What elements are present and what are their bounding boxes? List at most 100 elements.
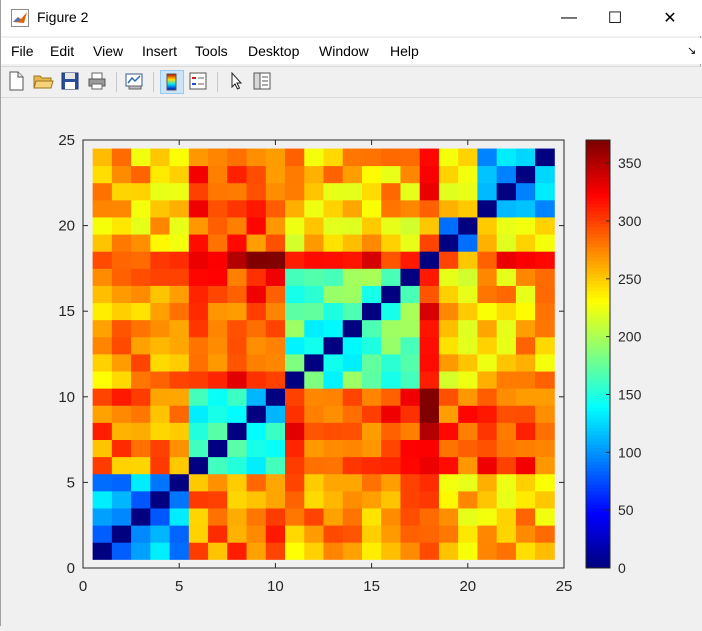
heatmap-cell	[208, 490, 228, 509]
heatmap-cell	[111, 371, 132, 389]
heatmap-cell	[381, 354, 401, 372]
menu-window[interactable]: Window	[319, 43, 369, 59]
heatmap-cell	[342, 456, 363, 475]
heatmap-cell	[285, 182, 305, 201]
heatmap-cell	[323, 199, 344, 218]
heatmap-cell	[458, 542, 478, 560]
heatmap-cell	[361, 234, 382, 252]
heatmap-cell	[496, 525, 517, 543]
heatmap-cell	[246, 182, 267, 201]
heatmap-cell	[515, 422, 536, 440]
heatmap-cell	[265, 490, 286, 509]
heatmap-cell	[515, 302, 536, 321]
heatmap-figure: 0 5 10 15 20 25 0 5 10 15 20 25 0 50 100 150 200 250 300…	[58, 132, 642, 595]
heatmap-cell	[477, 319, 498, 338]
colorbar-segment	[586, 150, 610, 154]
property-inspector-button[interactable]	[251, 70, 275, 94]
heatmap-cell	[342, 285, 363, 304]
heatmap-cell	[496, 456, 517, 475]
menu-tools[interactable]: Tools	[195, 43, 228, 59]
heatmap-cell	[285, 422, 305, 440]
heatmap-cell	[419, 405, 440, 423]
edit-plot-button[interactable]	[225, 70, 249, 94]
insert-legend-button[interactable]	[187, 70, 211, 94]
minimize-button[interactable]: —	[561, 9, 577, 26]
heatmap-cell	[438, 473, 459, 492]
heatmap-cell	[131, 490, 151, 509]
heatmap-cell	[208, 234, 228, 252]
print-button[interactable]	[86, 70, 110, 94]
menu-insert[interactable]: Insert	[142, 43, 178, 59]
heatmap-cell	[477, 217, 498, 235]
heatmap-cell	[342, 199, 363, 218]
open-folder-icon	[33, 75, 54, 89]
heatmap-cell	[169, 525, 190, 543]
heatmap-cell	[169, 542, 190, 560]
colorbar-segment	[586, 183, 610, 188]
heatmap-cell	[400, 473, 421, 492]
heatmap-cell	[92, 542, 113, 560]
maximize-button[interactable]: ☐	[607, 10, 623, 27]
menu-edit[interactable]: Edit	[50, 43, 75, 59]
open-file-button[interactable]	[32, 70, 56, 94]
colorbar-segment	[586, 193, 610, 198]
heatmap-cell	[515, 182, 536, 201]
heatmap-cell	[265, 456, 286, 475]
colorbar-segment	[586, 333, 610, 338]
colorbar-segment	[586, 283, 610, 288]
menu-view[interactable]: View	[93, 43, 124, 59]
heatmap-cell	[111, 199, 132, 218]
heatmap-cell	[515, 268, 536, 286]
heatmap-cell	[92, 268, 113, 286]
heatmap-cell	[188, 302, 209, 321]
heatmap-cell	[438, 319, 459, 338]
heatmap-cell	[246, 217, 267, 235]
heatmap-cell	[477, 148, 498, 167]
colorbar-segment	[586, 173, 610, 178]
colorbar-segment	[586, 504, 610, 509]
heatmap-cell	[419, 302, 440, 321]
heatmap-cell	[361, 148, 382, 167]
save-button[interactable]	[59, 70, 83, 94]
menu-desktop[interactable]: Desktop	[248, 43, 300, 59]
heatmap-cell	[535, 234, 555, 252]
menu-bar: File Edit View Insert Tools Desktop Wind…	[1, 38, 702, 64]
colorbar-segment	[586, 293, 610, 298]
heatmap-cell	[92, 422, 113, 440]
insert-colorbar-button[interactable]	[160, 70, 184, 94]
heatmap-cell	[246, 165, 267, 184]
heatmap-cell	[323, 354, 344, 372]
heatmap-cell	[458, 165, 478, 184]
dock-arrow-icon[interactable]: ↘	[687, 45, 697, 57]
window-title: Figure 2	[37, 9, 89, 25]
heatmap-cell	[208, 148, 228, 167]
heatmap-cell	[208, 251, 228, 269]
heatmap-cell	[419, 371, 440, 389]
heatmap-cell	[496, 405, 517, 423]
menu-file[interactable]: File	[11, 43, 34, 59]
new-figure-button[interactable]	[5, 70, 29, 94]
heatmap-cell	[188, 371, 209, 389]
heatmap-cell	[246, 234, 267, 252]
heatmap-cell	[227, 319, 247, 338]
heatmap-cell	[150, 268, 170, 286]
link-plot-button[interactable]	[123, 70, 147, 94]
heatmap-cell	[400, 542, 421, 560]
heatmap-cell	[265, 354, 286, 372]
heatmap-cell	[304, 319, 324, 338]
heatmap-cell	[304, 525, 324, 543]
colorbar-segment	[586, 317, 610, 322]
heatmap-cell	[496, 422, 517, 440]
heatmap-cell	[400, 319, 421, 338]
heatmap-cell	[535, 542, 555, 560]
heatmap-cell	[92, 490, 113, 509]
heatmap-cell	[111, 354, 132, 372]
colorbar-segment	[586, 417, 610, 422]
heatmap-cell	[361, 319, 382, 338]
colorbar[interactable]: 0 50 100 150 200 250 300 350	[585, 139, 642, 576]
heatmap-cell	[208, 165, 228, 184]
close-button[interactable]: ✕	[663, 10, 677, 27]
heatmap-cell	[150, 542, 170, 560]
heatmap-cell	[477, 542, 498, 560]
menu-help[interactable]: Help	[390, 43, 419, 59]
